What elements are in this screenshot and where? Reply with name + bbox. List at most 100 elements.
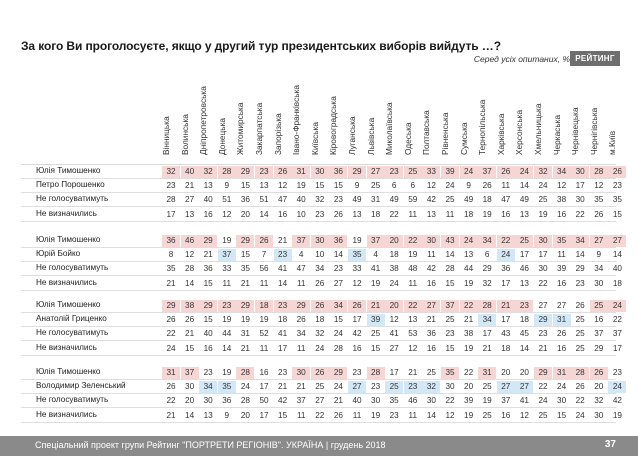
table-cell: 34 [478,314,497,327]
table-cell: 16 [557,343,567,353]
region-header-14: Полтавська [421,72,441,162]
table-cell: 27 [496,381,515,394]
table-cell: 19 [464,343,474,353]
region-header-9: Кіровоградська [328,72,348,162]
region-header-21: Черкаська [552,72,572,162]
table-cell: 9 [466,181,471,191]
table-cell: 21 [296,382,306,392]
table-cell: 17 [259,382,269,392]
table-cell: 16 [557,278,567,288]
table-cell: 20 [594,382,604,392]
table-cell: 14 [519,181,529,191]
table-cell: 56 [259,264,269,274]
table-cell: 23 [273,249,292,262]
table-cell: 36 [203,264,213,274]
table-cell: 24 [608,300,627,312]
table-cell: 22 [464,368,474,377]
table-cell: 13 [203,410,213,420]
table-cell: 30 [594,410,604,420]
table-cell: 19 [352,236,362,245]
region-header-19: Херсонська [514,72,534,162]
table-cell: 25 [538,410,548,420]
table-cell: 9 [224,410,230,420]
table-cell: 24 [389,278,399,288]
table-cell: 22 [538,382,548,392]
table-cell: 23 [445,329,455,339]
table-cell: 18 [371,209,381,219]
table-cell: 36 [222,396,232,406]
table-cell: 40 [180,166,199,178]
table-cell: 10 [296,209,306,219]
table-cell: 13 [259,181,269,191]
row-label: Анатолій Гриценко [36,314,107,324]
region-label: Сумська [458,122,469,155]
table-cell: 19 [259,315,269,325]
table-cell: 21 [333,396,343,406]
table-cell: 11 [296,343,306,353]
table-cell: 53 [408,329,418,339]
table-cell: 28 [445,264,455,274]
table-cell: 21 [538,343,548,353]
table-cell: 20 [240,410,250,420]
table-cell: 17 [538,250,548,260]
table-cell: 26 [608,166,627,178]
table-cell: 30 [571,166,590,178]
table-cell: 34 [478,235,497,247]
table-cell: 59 [408,195,418,205]
table-cell: 24 [608,381,627,394]
page-title: За кого Ви проголосуєте, якщо у другий т… [21,39,501,53]
region-label: Одеська [402,122,413,155]
row-label: Не визначились [36,342,97,352]
table-cell: 18 [315,315,325,325]
region-header-3: Донецька [217,72,237,162]
region-label: Закарпатська [254,102,264,155]
table-cell: 16 [557,209,567,219]
table-cell: 37 [501,396,511,406]
row-label: Юлія Тимошенко [36,300,101,309]
table-cell: 19 [538,209,548,219]
table-cell: 15 [203,315,213,325]
table-cell: 15 [185,343,195,353]
region-label: Луганська [347,116,357,155]
table-cell: 51 [259,195,269,205]
table-cell: 24 [557,382,567,392]
table-cell: 21 [408,368,418,377]
table-cell: 14 [222,343,232,353]
table-cell: 25 [315,382,325,392]
table-cell: 34 [315,264,325,274]
table-cell: 26 [310,300,329,312]
table-cell: 13 [185,209,195,219]
table-cell: 16 [426,343,436,353]
table-cell: 19 [612,410,622,420]
table-cell: 30 [445,382,455,392]
region-label: Житомирська [235,102,246,155]
table-cell: 26 [185,315,195,325]
table-cell: 18 [519,315,529,325]
table-cell: 24 [496,249,515,262]
table-cell: 15 [557,410,567,420]
table-cell: 47 [296,264,306,274]
table-cell: 30 [310,235,329,247]
table-cell: 27 [557,301,567,310]
table-cell: 37 [296,396,306,406]
row-label: Не голосуватимуть [36,328,109,338]
table-cell: 13 [519,278,529,288]
table-cell: 29 [594,343,604,353]
table-cell: 33 [352,264,362,274]
table-cell: 23 [371,382,381,392]
table-cell: 29 [236,300,255,312]
table-row: Не голосуватимуть 28 27 40 51 36 51 47 40 32 23 49 3… [21,193,622,208]
table-cell: 23 [217,300,236,312]
table-cell: 14 [259,209,269,219]
table-cell: 11 [408,209,418,219]
table-cell: 28 [478,300,497,312]
table-cell: 28 [333,343,343,353]
table-cell: 14 [278,278,288,288]
table-cell: 50 [259,396,269,406]
table-cell: 37 [292,235,311,247]
table-cell: 25 [403,166,422,178]
table-cell: 15 [240,181,250,191]
table-cell: 11 [445,209,455,219]
table-cell: 31 [552,367,571,379]
table-cell: 36 [240,195,250,205]
